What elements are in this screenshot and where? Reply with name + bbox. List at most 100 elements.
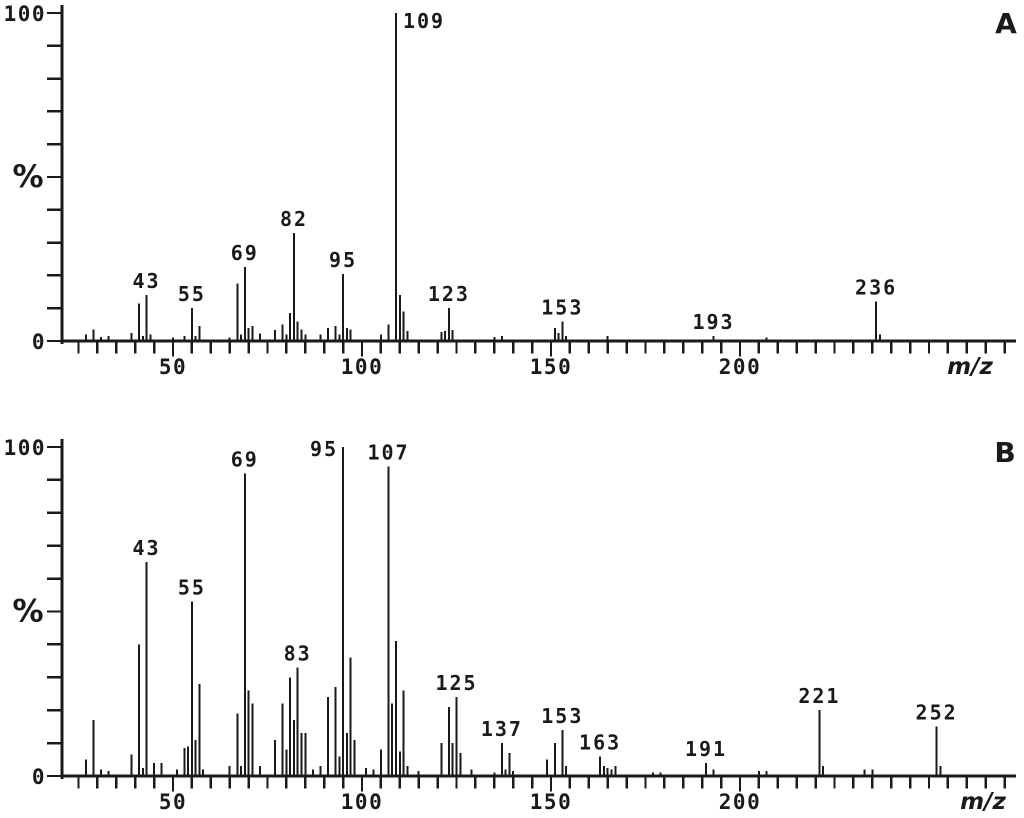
peak-label-252: 252 <box>916 701 958 725</box>
x-tick-55 <box>190 342 194 354</box>
peak-label-55: 55 <box>178 576 206 600</box>
y-tick-0 <box>47 339 62 343</box>
x-tick-250 <box>927 342 931 354</box>
x-tick-200 <box>738 342 742 357</box>
x-tick-80 <box>285 777 288 789</box>
peak-bar-mz-111 <box>402 690 405 776</box>
peak-bar-mz-154 <box>565 336 568 341</box>
peak-bar-mz-135 <box>493 337 496 341</box>
x-tick-100 <box>360 342 364 357</box>
peak-bar-mz-165 <box>606 767 609 776</box>
x-tick-110 <box>398 777 401 789</box>
peak-bar-mz-93 <box>334 326 337 341</box>
peak-bar-mz-58 <box>202 769 205 776</box>
peak-label-82: 82 <box>280 207 308 231</box>
peak-bar-mz-111 <box>402 311 405 341</box>
x-tick-70 <box>247 342 250 354</box>
x-tick-240 <box>890 342 893 354</box>
peak-bar-mz-55 <box>190 601 193 776</box>
peak-bar-mz-124 <box>451 330 454 341</box>
peak-bar-mz-222 <box>822 766 825 776</box>
peak-label-83: 83 <box>284 641 312 665</box>
y-tick-80 <box>47 511 62 514</box>
y-axis <box>60 439 64 779</box>
peak-bar-mz-31 <box>100 769 103 776</box>
peak-bar-mz-151 <box>553 743 556 776</box>
x-tick-255 <box>946 342 950 354</box>
x-tick-270 <box>1003 342 1006 354</box>
peak-bar-mz-124 <box>451 743 454 776</box>
peak-label-123: 123 <box>428 282 470 306</box>
x-tick-140 <box>512 342 515 354</box>
peak-bar-mz-91 <box>327 697 329 776</box>
peak-bar-mz-105 <box>379 334 382 341</box>
y-tick-label-100: 100 <box>4 436 46 460</box>
peak-bar-mz-79 <box>281 324 284 341</box>
x-tick-260 <box>965 342 968 354</box>
peak-bar-mz-68 <box>240 766 242 776</box>
peak-label-221: 221 <box>798 684 840 708</box>
x-tick-220 <box>814 342 817 354</box>
peak-bar-mz-135 <box>493 772 496 776</box>
x-tick-35 <box>115 777 118 789</box>
peak-bar-mz-105 <box>379 749 382 776</box>
peak-bar-mz-97 <box>349 329 352 341</box>
peak-bar-mz-67 <box>236 283 239 341</box>
x-tick-150 <box>549 777 553 792</box>
x-tick-35 <box>115 342 118 354</box>
peak-bar-mz-152 <box>557 332 560 341</box>
peak-bar-mz-121 <box>440 332 443 341</box>
peak-bar-mz-29 <box>92 329 95 341</box>
x-tick-125 <box>455 342 458 354</box>
peak-label-43: 43 <box>132 536 160 560</box>
peak-bar-mz-65 <box>228 766 231 776</box>
peak-bar-mz-93 <box>334 687 337 776</box>
y-tick-20 <box>47 274 62 277</box>
x-tick-30 <box>96 342 99 354</box>
x-axis <box>60 774 1016 778</box>
x-tick-115 <box>417 777 420 789</box>
peak-bar-mz-83 <box>296 321 299 341</box>
peak-bar-mz-121 <box>440 743 443 776</box>
x-tick-label-200: 200 <box>719 355 761 379</box>
peak-label-137: 137 <box>481 717 523 741</box>
peak-bar-mz-166 <box>610 769 613 776</box>
x-tick-25 <box>77 777 80 789</box>
peak-bar-mz-115 <box>417 771 420 776</box>
x-tick-235 <box>871 342 874 354</box>
x-tick-135 <box>493 777 496 789</box>
x-tick-205 <box>757 777 761 789</box>
peak-bar-mz-177 <box>652 772 655 776</box>
x-tick-260 <box>965 777 968 789</box>
x-tick-60 <box>209 777 212 789</box>
panel-letter-b: B <box>994 436 1015 469</box>
x-tick-180 <box>663 342 666 354</box>
peak-bar-mz-137 <box>500 743 503 776</box>
x-tick-label-150: 150 <box>530 355 572 379</box>
y-tick-20 <box>47 709 62 712</box>
peak-bar-mz-80 <box>285 334 288 341</box>
peak-bar-mz-163 <box>599 756 602 776</box>
x-tick-175 <box>644 342 647 354</box>
peak-bar-mz-85 <box>304 733 307 776</box>
x-tick-95 <box>341 777 345 789</box>
x-tick-label-150: 150 <box>530 790 572 814</box>
peak-bar-mz-95 <box>342 447 345 776</box>
peak-bar-mz-82 <box>293 232 295 341</box>
x-tick-150 <box>549 342 553 357</box>
peak-bar-mz-179 <box>659 772 662 776</box>
peak-bar-mz-165 <box>606 336 609 341</box>
x-tick-label-100: 100 <box>341 355 383 379</box>
peak-bar-mz-110 <box>398 295 401 341</box>
peak-label-95: 95 <box>329 248 357 272</box>
y-tick-90 <box>47 44 62 47</box>
x-tick-270 <box>1003 777 1006 789</box>
y-tick-10 <box>47 307 62 310</box>
peak-bar-mz-235 <box>871 769 874 776</box>
x-tick-50 <box>171 342 175 357</box>
peak-bar-mz-96 <box>345 327 348 341</box>
peak-bar-mz-53 <box>183 748 186 776</box>
peak-bar-mz-139 <box>508 753 511 776</box>
peak-label-55: 55 <box>178 282 206 306</box>
x-tick-165 <box>606 342 609 354</box>
